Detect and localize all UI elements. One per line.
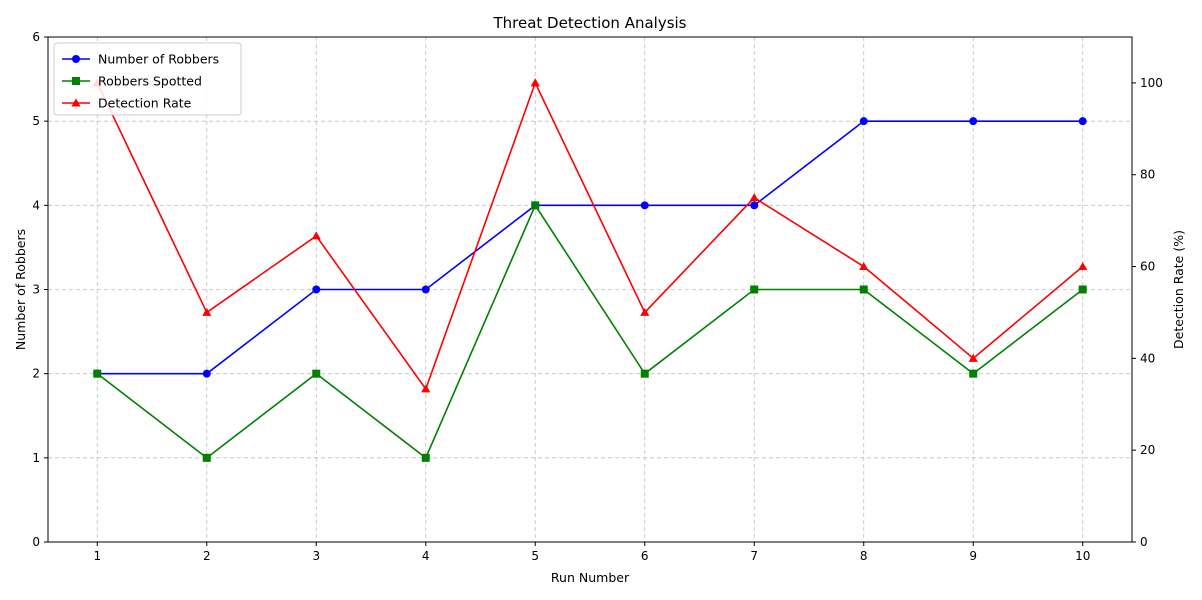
series-1 <box>93 201 1087 462</box>
data-point <box>749 193 759 202</box>
y2-tick-label: 80 <box>1140 168 1155 182</box>
data-point <box>312 369 321 378</box>
x-tick-label: 7 <box>750 549 758 563</box>
data-point <box>421 285 430 294</box>
legend-item: Detection Rate <box>62 96 192 111</box>
legend-item: Number of Robbers <box>62 52 219 67</box>
data-point <box>421 384 431 393</box>
y2-tick-label: 60 <box>1140 260 1155 274</box>
data-point <box>859 285 868 294</box>
y-tick-label: 5 <box>32 114 40 128</box>
y-tick-label: 6 <box>32 30 40 44</box>
chart-title: Threat Detection Analysis <box>492 14 686 32</box>
legend-label: Detection Rate <box>98 96 192 111</box>
data-point <box>859 117 868 126</box>
y-tick-label: 1 <box>32 451 40 465</box>
legend-swatch-marker <box>72 55 80 63</box>
y-tick-label: 2 <box>32 367 40 381</box>
legend-item: Robbers Spotted <box>62 74 202 89</box>
legend: Number of Robbers Robbers Spotted Detectio… <box>53 42 242 116</box>
series-line <box>97 120 1083 375</box>
series-layer <box>92 78 1088 462</box>
data-point <box>750 285 759 294</box>
y-axis-title: Number of Robbers <box>13 229 28 350</box>
x-tick-label: 10 <box>1075 549 1090 563</box>
x-tick-label: 1 <box>93 549 101 563</box>
y2-tick-label: 20 <box>1140 443 1155 457</box>
y2-tick-label: 40 <box>1140 351 1155 365</box>
data-point <box>202 369 211 378</box>
data-point <box>969 117 978 126</box>
x-tick-label: 6 <box>641 549 649 563</box>
data-point <box>531 201 540 210</box>
legend-box <box>53 42 242 116</box>
data-point <box>312 285 321 294</box>
data-point <box>1078 117 1087 126</box>
x-tick-label: 4 <box>422 549 430 563</box>
series-line <box>96 80 1084 391</box>
y2-tick-label: 0 <box>1140 535 1148 549</box>
data-point <box>311 231 321 240</box>
data-point <box>1078 261 1088 270</box>
data-point <box>859 261 869 270</box>
data-point <box>750 201 759 210</box>
legend-label: Number of Robbers <box>98 52 219 67</box>
x-tick-label: 2 <box>203 549 211 563</box>
x-tick-label: 9 <box>969 549 977 563</box>
y2-tick-label: 100 <box>1140 76 1163 90</box>
legend-swatch-marker <box>72 77 80 85</box>
data-point <box>640 307 650 316</box>
data-point <box>969 369 978 378</box>
data-point <box>93 369 102 378</box>
x-axis-title: Run Number <box>551 570 630 585</box>
data-point <box>640 201 649 210</box>
x-tick-label: 8 <box>860 549 868 563</box>
data-point <box>968 353 978 362</box>
series-line <box>96 203 1084 460</box>
y2-axis-title: Detection Rate (%) <box>1171 230 1186 349</box>
y-tick-label: 4 <box>32 198 40 212</box>
data-point <box>640 369 649 378</box>
data-point <box>202 453 211 462</box>
y-tick-label: 3 <box>32 283 40 297</box>
data-point <box>421 453 430 462</box>
legend-swatch-marker <box>71 98 81 107</box>
data-point <box>530 78 540 87</box>
series-2 <box>92 78 1088 393</box>
data-point <box>202 307 212 316</box>
data-point <box>1078 285 1087 294</box>
x-tick-label: 5 <box>531 549 539 563</box>
x-tick-label: 3 <box>312 549 320 563</box>
y-tick-label: 0 <box>32 535 40 549</box>
legend-label: Robbers Spotted <box>98 74 202 89</box>
